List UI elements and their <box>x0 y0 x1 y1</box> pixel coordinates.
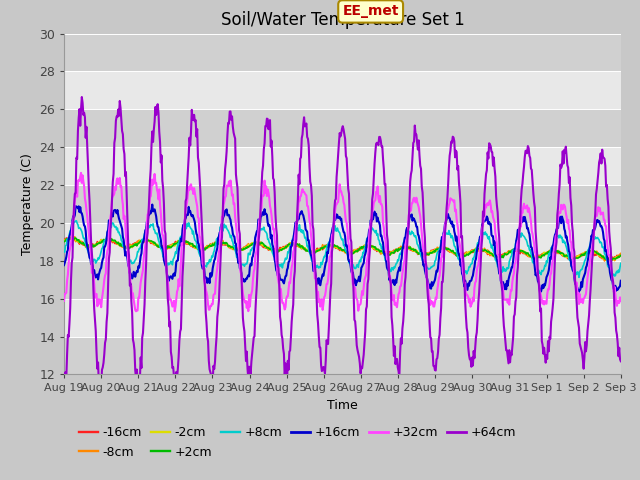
Bar <box>64 223 621 261</box>
Y-axis label: Temperature (C): Temperature (C) <box>20 153 33 255</box>
X-axis label: Time: Time <box>327 399 358 412</box>
Bar <box>64 299 621 336</box>
Text: EE_met: EE_met <box>342 4 399 18</box>
Bar <box>64 34 621 72</box>
Bar <box>64 185 621 223</box>
Bar <box>64 261 621 299</box>
Bar <box>64 109 621 147</box>
Bar <box>64 336 621 374</box>
Title: Soil/Water Temperature Set 1: Soil/Water Temperature Set 1 <box>221 11 464 29</box>
Bar <box>64 72 621 109</box>
Legend: -16cm, -8cm, -2cm, +2cm, +8cm, +16cm, +32cm, +64cm: -16cm, -8cm, -2cm, +2cm, +8cm, +16cm, +3… <box>74 421 522 464</box>
Bar <box>64 147 621 185</box>
